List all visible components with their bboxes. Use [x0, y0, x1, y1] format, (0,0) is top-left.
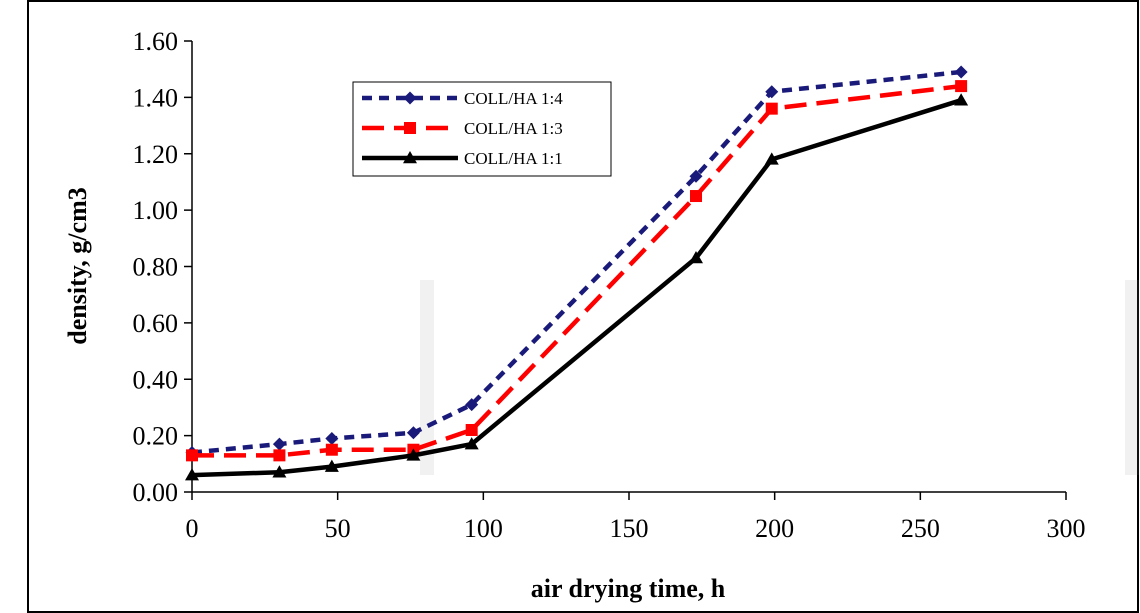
x-tick-label: 50: [325, 514, 351, 543]
series-3: [185, 93, 969, 481]
data-point: [406, 426, 420, 440]
data-point: [273, 449, 286, 462]
data-point: [954, 93, 969, 106]
y-tick-label: 0.00: [133, 478, 179, 507]
data-point: [955, 80, 968, 93]
data-point: [272, 465, 287, 478]
series-line: [191, 98, 962, 478]
legend-item: COLL/HA 1:1: [362, 149, 563, 168]
series-line: [191, 69, 962, 455]
x-tick-label: 300: [1047, 514, 1086, 543]
x-tick-label: 250: [901, 514, 940, 543]
x-axis-title: air drying time, h: [531, 574, 726, 603]
data-point: [689, 169, 703, 183]
legend-swatch-marker: [403, 151, 417, 164]
x-tick-label: 0: [186, 514, 199, 543]
data-point: [186, 449, 198, 462]
axes: 0.00 0.20 0.40 0.60 0.80 1.00 1.20 1.40 1.60 0 50 1…: [133, 27, 1086, 543]
y-tick-label: 1.40: [133, 83, 179, 112]
data-point: [325, 431, 339, 445]
x-tick-label: 100: [464, 514, 503, 543]
data-point: [690, 190, 703, 203]
data-point: [954, 65, 968, 79]
y-tick-label: 0.60: [133, 309, 179, 338]
x-tick-label: 200: [755, 514, 794, 543]
data-point: [325, 443, 338, 456]
data-point: [765, 85, 779, 99]
y-tick-label: 1.20: [133, 140, 179, 169]
data-point: [764, 152, 779, 165]
data-point: [406, 448, 421, 461]
legend: COLL/HA 1:4 COLL/HA 1:3 COLL/HA 1:1: [352, 81, 612, 177]
x-tick-label: 150: [610, 514, 649, 543]
series-layer: [185, 65, 969, 481]
y-tick-label: 0.40: [133, 365, 179, 394]
legend-swatch-marker: [404, 122, 416, 134]
y-tick-label: 1.60: [133, 27, 179, 56]
data-point: [272, 437, 286, 451]
legend-item: COLL/HA 1:4: [362, 89, 563, 108]
series-2: [186, 80, 968, 462]
y-tick-label: 0.20: [133, 422, 179, 451]
data-point: [465, 423, 478, 436]
data-point: [765, 102, 778, 115]
y-axis-title: density, g/cm3: [63, 187, 92, 344]
data-point: [324, 459, 339, 472]
legend-label: COLL/HA 1:3: [464, 119, 563, 138]
legend-label: COLL/HA 1:4: [464, 89, 563, 108]
data-point: [465, 398, 479, 412]
y-tick-label: 1.00: [133, 196, 179, 225]
series-line: [192, 83, 962, 458]
legend-swatch-marker: [403, 91, 417, 105]
data-point: [689, 251, 704, 264]
watermark-graphic: [420, 280, 1139, 475]
legend-item: COLL/HA 1:3: [362, 119, 563, 138]
legend-label: COLL/HA 1:1: [464, 149, 563, 168]
y-tick-label: 0.80: [133, 253, 179, 282]
data-point: [464, 437, 479, 450]
chart-border: [27, 0, 1139, 613]
data-point: [185, 468, 199, 481]
